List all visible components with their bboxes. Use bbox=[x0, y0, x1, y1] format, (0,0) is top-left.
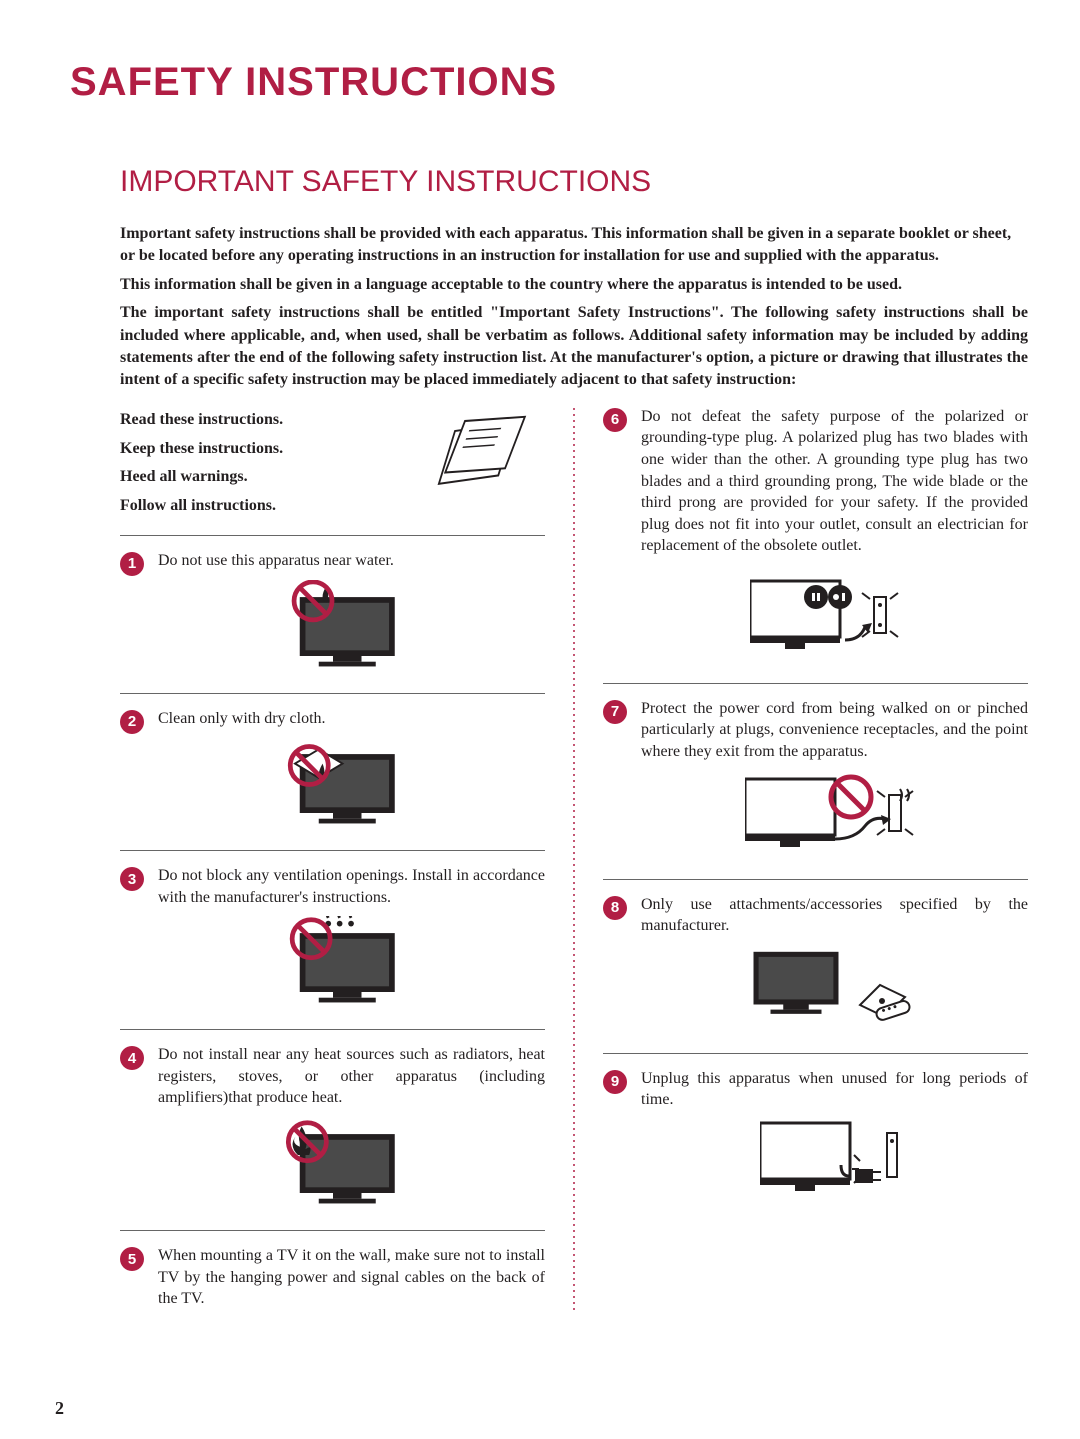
tv-vent-icon bbox=[158, 916, 545, 1011]
item-number-badge: 1 bbox=[120, 552, 144, 576]
instruction-item: 5 When mounting a TV it on the wall, mak… bbox=[120, 1245, 545, 1310]
item-number-badge: 2 bbox=[120, 710, 144, 734]
item-number-badge: 9 bbox=[603, 1070, 627, 1094]
tv-heat-icon bbox=[158, 1117, 545, 1212]
instruction-item: 1 Do not use this apparatus near water. bbox=[120, 550, 545, 679]
columns: Read these instructions. Keep these inst… bbox=[120, 406, 1028, 1310]
read-line: Read these instructions. bbox=[120, 406, 283, 435]
instruction-item: 2 Clean only with dry cloth. bbox=[120, 708, 545, 837]
page-number: 2 bbox=[55, 1398, 64, 1419]
rule bbox=[120, 850, 545, 851]
intro-p3: The important safety instructions shall … bbox=[120, 302, 1028, 392]
right-column: 6 Do not defeat the safety purpose of th… bbox=[603, 406, 1028, 1310]
item-body: When mounting a TV it on the wall, make … bbox=[158, 1245, 545, 1310]
instruction-item: 3 Do not block any ventilation openings.… bbox=[120, 865, 545, 1015]
item-body: Unplug this apparatus when unused for lo… bbox=[641, 1068, 1028, 1208]
item-number-badge: 3 bbox=[120, 867, 144, 891]
page-title: SAFETY INSTRUCTIONS bbox=[70, 60, 1030, 105]
item-body: Do not defeat the safety purpose of the … bbox=[641, 406, 1028, 669]
left-column: Read these instructions. Keep these inst… bbox=[120, 406, 545, 1310]
read-line: Follow all instructions. bbox=[120, 492, 283, 521]
papers-icon bbox=[435, 406, 545, 506]
rule bbox=[120, 535, 545, 536]
column-divider bbox=[573, 406, 575, 1310]
rule bbox=[603, 1053, 1028, 1054]
instruction-item: 7 Protect the power cord from being walk… bbox=[603, 698, 1028, 865]
item-text: Only use attachments/accessories specifi… bbox=[641, 894, 1028, 937]
rule bbox=[603, 879, 1028, 880]
read-line: Keep these instructions. bbox=[120, 435, 283, 464]
tv-plug-icon bbox=[641, 565, 1028, 665]
rule bbox=[120, 1029, 545, 1030]
rule bbox=[120, 693, 545, 694]
item-text: Do not install near any heat sources suc… bbox=[158, 1044, 545, 1109]
intro-paragraphs: Important safety instructions shall be p… bbox=[120, 223, 1028, 392]
item-text: Protect the power cord from being walked… bbox=[641, 698, 1028, 763]
item-body: Do not install near any heat sources suc… bbox=[158, 1044, 545, 1216]
intro-p1: Important safety instructions shall be p… bbox=[120, 223, 1028, 268]
instruction-item: 8 Only use attachments/accessories speci… bbox=[603, 894, 1028, 1039]
rule bbox=[120, 1230, 545, 1231]
item-body: Do not use this apparatus near water. bbox=[158, 550, 545, 679]
instruction-item: 9 Unplug this apparatus when unused for … bbox=[603, 1068, 1028, 1208]
item-body: Clean only with dry cloth. bbox=[158, 708, 545, 837]
instruction-item: 4 Do not install near any heat sources s… bbox=[120, 1044, 545, 1216]
item-number-badge: 6 bbox=[603, 408, 627, 432]
section-title: IMPORTANT SAFETY INSTRUCTIONS bbox=[120, 165, 1028, 199]
tv-cord-icon bbox=[641, 771, 1028, 861]
item-text: When mounting a TV it on the wall, make … bbox=[158, 1245, 545, 1310]
item-text: Clean only with dry cloth. bbox=[158, 708, 545, 730]
tv-drycloth-icon bbox=[158, 737, 545, 832]
item-text: Unplug this apparatus when unused for lo… bbox=[641, 1068, 1028, 1111]
item-body: Do not block any ventilation openings. I… bbox=[158, 865, 545, 1015]
read-list: Read these instructions. Keep these inst… bbox=[120, 406, 283, 521]
item-number-badge: 4 bbox=[120, 1046, 144, 1070]
item-text: Do not use this apparatus near water. bbox=[158, 550, 545, 572]
item-number-badge: 5 bbox=[120, 1247, 144, 1271]
item-body: Protect the power cord from being walked… bbox=[641, 698, 1028, 865]
read-line: Heed all warnings. bbox=[120, 463, 283, 492]
tv-acc-icon bbox=[641, 945, 1028, 1035]
intro-p2: This information shall be given in a lan… bbox=[120, 274, 1028, 296]
item-text: Do not defeat the safety purpose of the … bbox=[641, 406, 1028, 557]
tv-nowater-icon bbox=[158, 580, 545, 675]
instruction-item: 6 Do not defeat the safety purpose of th… bbox=[603, 406, 1028, 669]
item-text: Do not block any ventilation openings. I… bbox=[158, 865, 545, 908]
rule bbox=[603, 683, 1028, 684]
read-block: Read these instructions. Keep these inst… bbox=[120, 406, 545, 521]
item-number-badge: 7 bbox=[603, 700, 627, 724]
tv-unplug-icon bbox=[641, 1119, 1028, 1204]
item-body: Only use attachments/accessories specifi… bbox=[641, 894, 1028, 1039]
content: IMPORTANT SAFETY INSTRUCTIONS Important … bbox=[70, 165, 1030, 1310]
item-number-badge: 8 bbox=[603, 896, 627, 920]
